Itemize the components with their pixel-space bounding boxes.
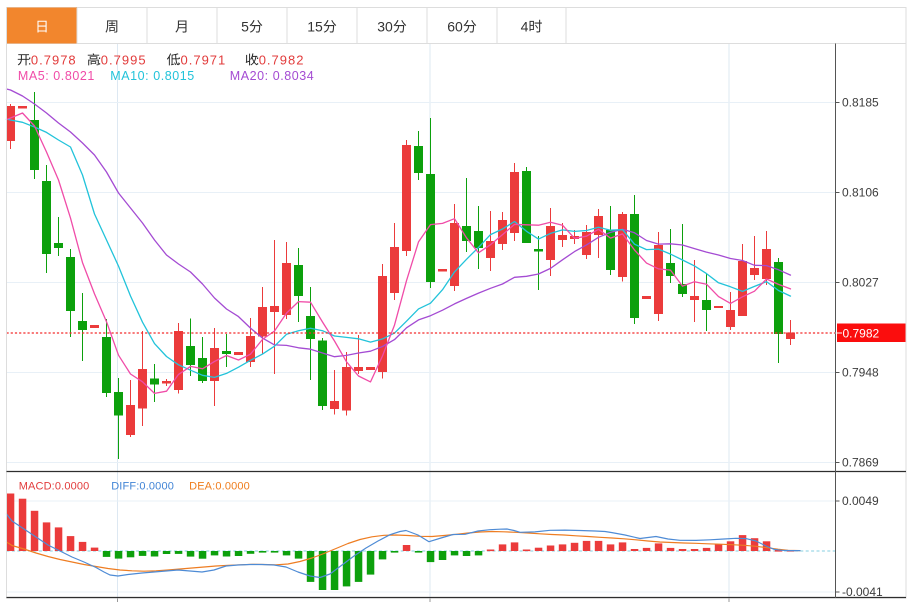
- svg-text:0.7978: 0.7978: [31, 52, 77, 67]
- svg-text:0.7982: 0.7982: [843, 326, 880, 340]
- svg-text:MA10: 0.8015: MA10: 0.8015: [110, 69, 194, 83]
- svg-text:0.8106: 0.8106: [842, 186, 879, 200]
- svg-text::: :: [256, 52, 260, 67]
- svg-text:5: 5: [241, 19, 249, 35]
- svg-text:MACD:0.0000: MACD:0.0000: [19, 481, 90, 493]
- svg-text:4: 4: [521, 19, 529, 35]
- svg-text:DIFF:0.0000: DIFF:0.0000: [111, 481, 174, 493]
- svg-text:MA5: 0.8021: MA5: 0.8021: [18, 69, 95, 83]
- svg-text:DEA:0.0000: DEA:0.0000: [189, 481, 250, 493]
- svg-text:MA20: 0.8034: MA20: 0.8034: [230, 69, 314, 83]
- svg-text:0.0049: 0.0049: [842, 494, 879, 508]
- svg-text:0.7995: 0.7995: [101, 52, 147, 67]
- svg-text:0.7869: 0.7869: [842, 456, 879, 470]
- svg-text::: :: [98, 52, 102, 67]
- svg-text:30: 30: [377, 19, 393, 35]
- svg-text:0.7948: 0.7948: [842, 366, 879, 380]
- svg-text:0.7971: 0.7971: [181, 52, 227, 67]
- svg-text:-0.0041: -0.0041: [842, 585, 883, 599]
- svg-text:15: 15: [307, 19, 323, 35]
- svg-text::: :: [178, 52, 182, 67]
- svg-text:0.8185: 0.8185: [842, 96, 879, 110]
- svg-text:60: 60: [447, 19, 463, 35]
- svg-text:0.7982: 0.7982: [259, 52, 305, 67]
- svg-text:0.8027: 0.8027: [842, 276, 879, 290]
- svg-text::: :: [28, 52, 32, 67]
